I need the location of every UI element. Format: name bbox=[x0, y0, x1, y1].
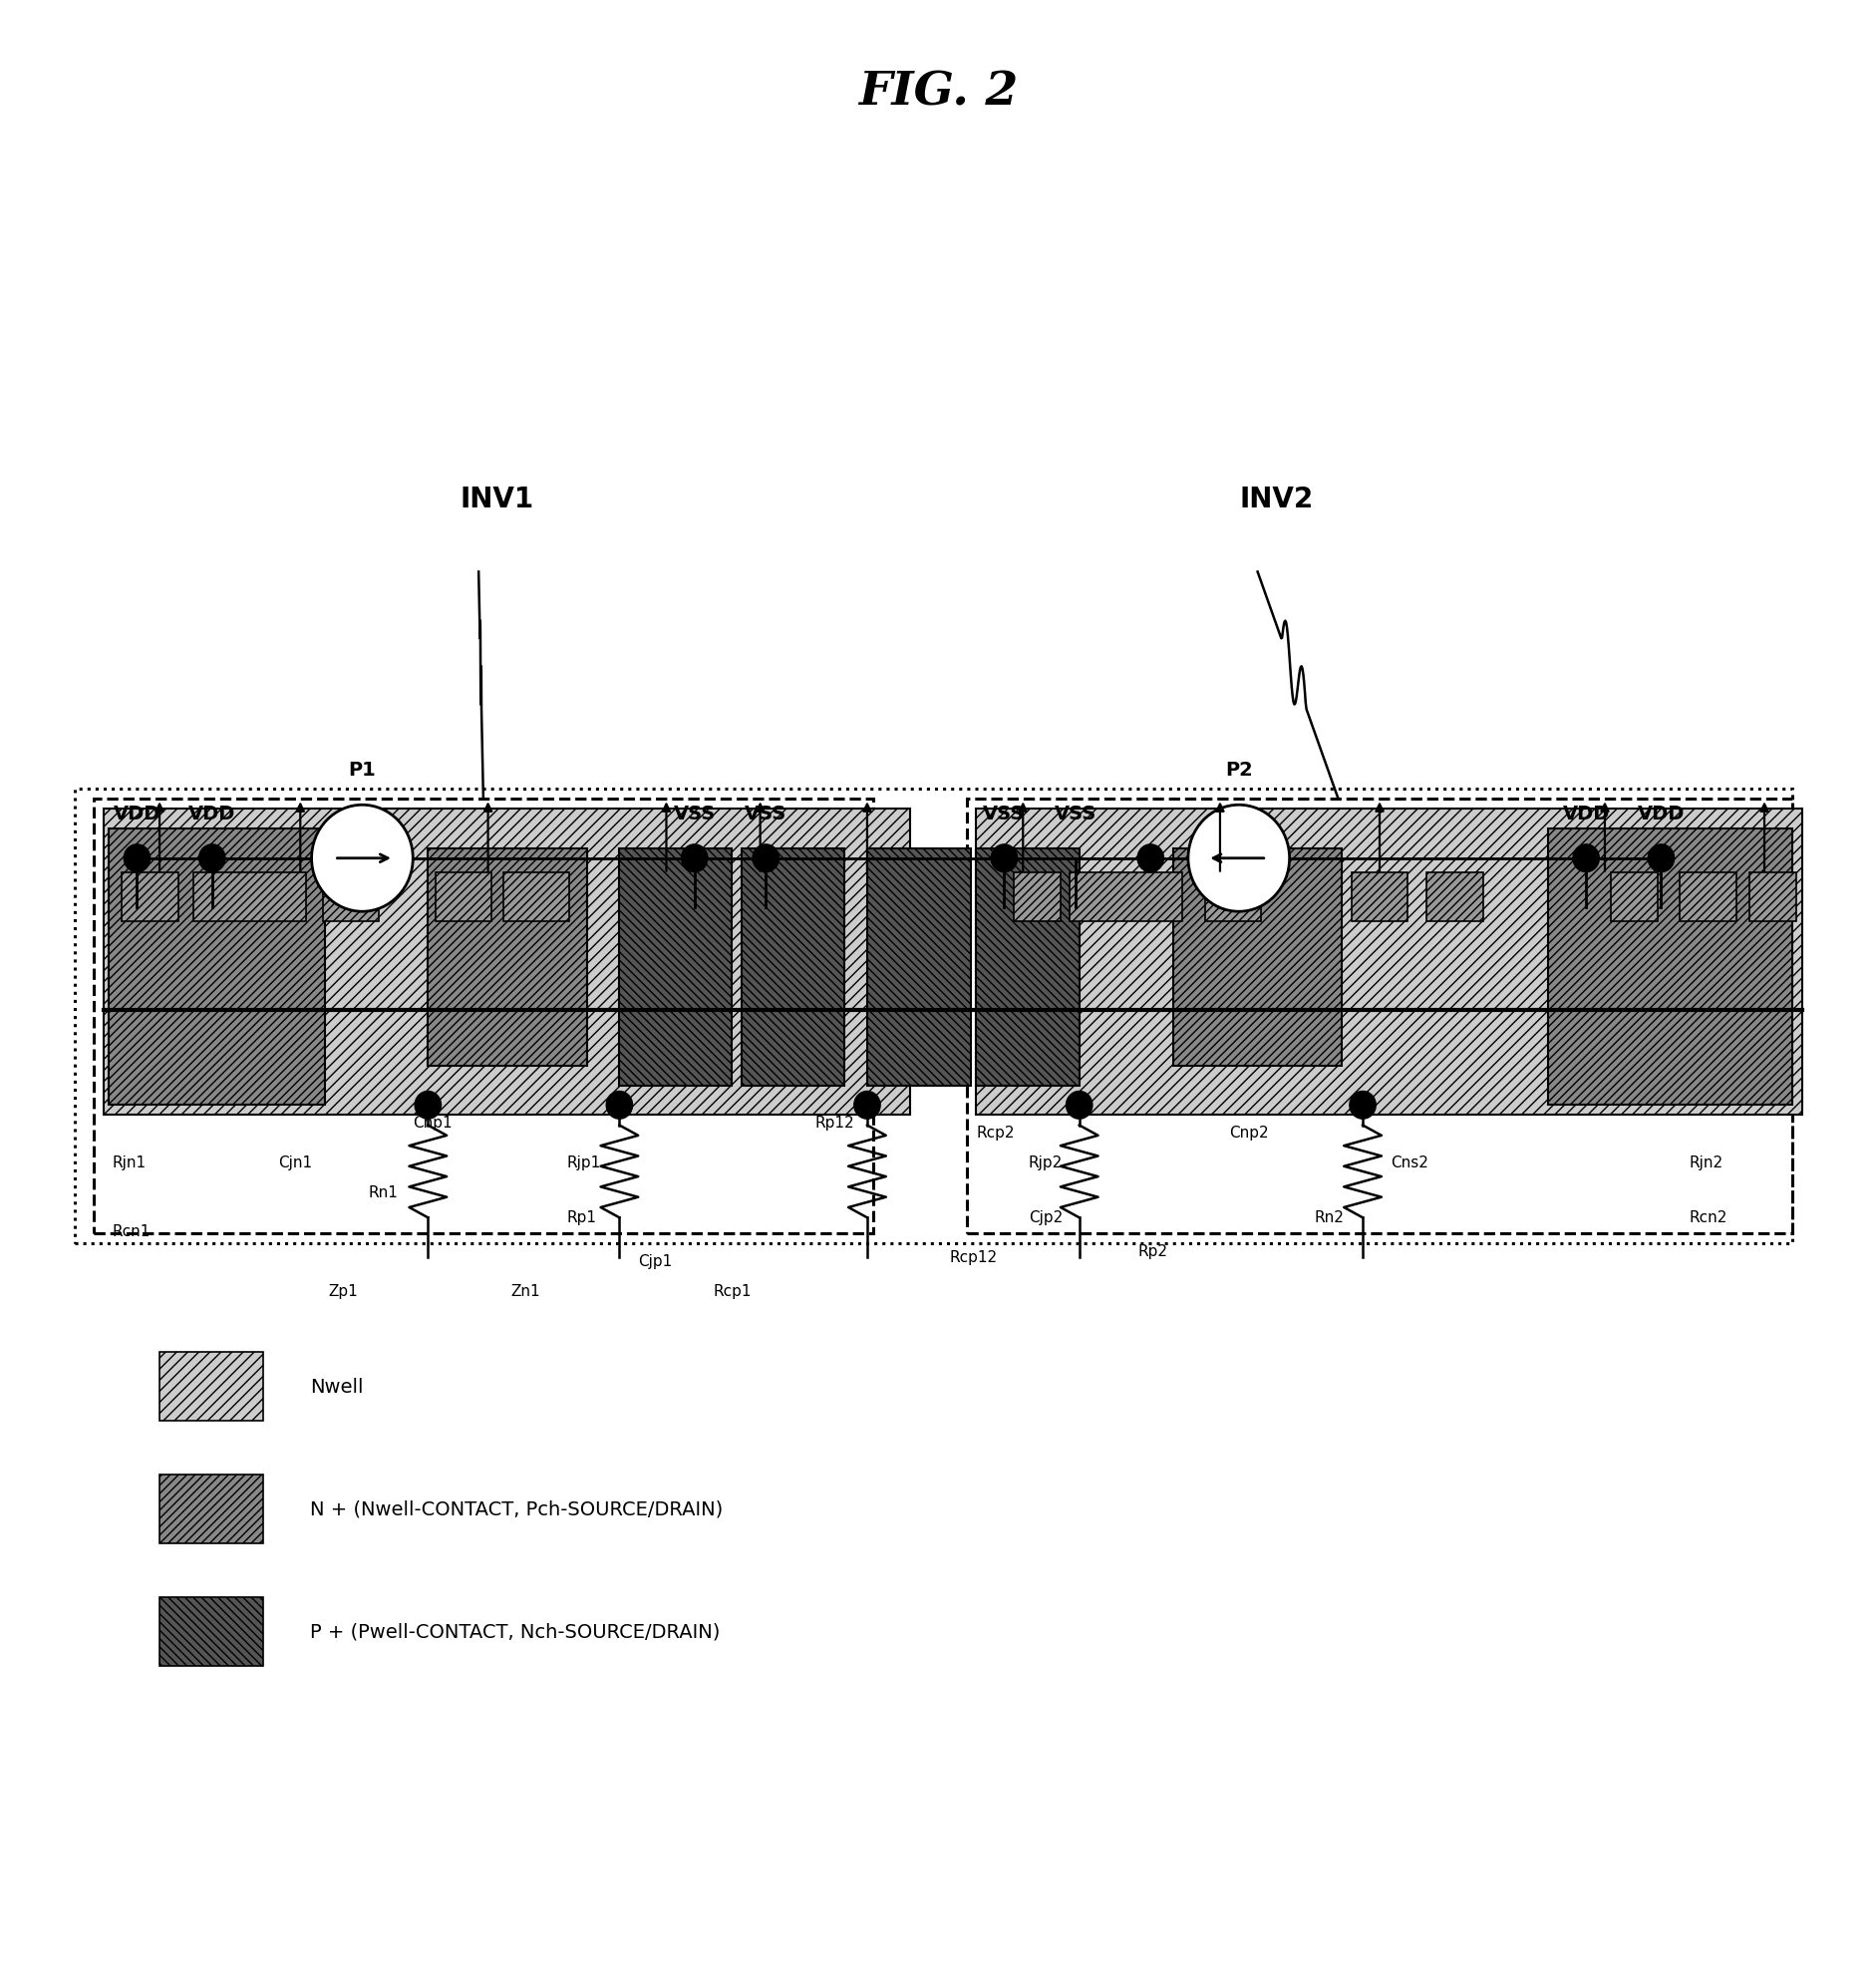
Circle shape bbox=[991, 845, 1017, 873]
Bar bbox=[109, 829, 325, 1105]
Bar bbox=[1172, 849, 1341, 1066]
Bar bbox=[976, 849, 1079, 1086]
Bar bbox=[867, 849, 970, 1086]
Text: P2: P2 bbox=[1225, 760, 1251, 780]
Text: P + (Pwell-CONTACT, Nch-SOURCE/DRAIN): P + (Pwell-CONTACT, Nch-SOURCE/DRAIN) bbox=[310, 1623, 719, 1640]
Text: VSS: VSS bbox=[673, 803, 715, 823]
Text: Cjn1: Cjn1 bbox=[278, 1155, 311, 1171]
Text: Cns2: Cns2 bbox=[1390, 1155, 1428, 1171]
Bar bbox=[159, 1475, 263, 1544]
Bar bbox=[1426, 873, 1482, 922]
Bar bbox=[159, 1352, 263, 1421]
Bar bbox=[619, 849, 732, 1086]
Text: Rjp1: Rjp1 bbox=[567, 1155, 600, 1171]
Bar bbox=[75, 790, 1792, 1244]
Circle shape bbox=[854, 1092, 880, 1119]
Text: N + (Nwell-CONTACT, Pch-SOURCE/DRAIN): N + (Nwell-CONTACT, Pch-SOURCE/DRAIN) bbox=[310, 1500, 722, 1518]
Text: Rcp2: Rcp2 bbox=[976, 1125, 1013, 1141]
Bar bbox=[1679, 873, 1735, 922]
Bar bbox=[1748, 873, 1795, 922]
Bar bbox=[1013, 873, 1060, 922]
Text: Rn2: Rn2 bbox=[1313, 1210, 1343, 1226]
Circle shape bbox=[752, 845, 779, 873]
Text: INV1: INV1 bbox=[460, 486, 535, 513]
Bar bbox=[1548, 829, 1792, 1105]
Text: Cnp2: Cnp2 bbox=[1229, 1125, 1268, 1141]
Circle shape bbox=[1647, 845, 1673, 873]
Text: Rcn1: Rcn1 bbox=[113, 1224, 150, 1240]
Bar bbox=[503, 873, 568, 922]
Circle shape bbox=[1188, 805, 1289, 912]
Bar bbox=[1069, 873, 1182, 922]
Bar bbox=[193, 873, 306, 922]
Text: VDD: VDD bbox=[1636, 803, 1685, 823]
Text: VSS: VSS bbox=[983, 803, 1024, 823]
Bar bbox=[1351, 873, 1407, 922]
Bar bbox=[323, 873, 379, 922]
Bar bbox=[966, 799, 1792, 1234]
Bar bbox=[122, 873, 178, 922]
Text: Rcn2: Rcn2 bbox=[1688, 1210, 1726, 1226]
Bar bbox=[1610, 873, 1657, 922]
Bar bbox=[976, 809, 1801, 1115]
Text: VSS: VSS bbox=[745, 803, 786, 823]
Text: Zp1: Zp1 bbox=[328, 1283, 358, 1299]
Text: VDD: VDD bbox=[188, 803, 236, 823]
Circle shape bbox=[1066, 1092, 1092, 1119]
Text: Rjn1: Rjn1 bbox=[113, 1155, 146, 1171]
Text: Rp2: Rp2 bbox=[1137, 1244, 1167, 1259]
Circle shape bbox=[1349, 1092, 1375, 1119]
Text: Nwell: Nwell bbox=[310, 1378, 362, 1396]
Circle shape bbox=[1137, 845, 1163, 873]
Text: Cjp1: Cjp1 bbox=[638, 1253, 672, 1269]
Circle shape bbox=[415, 1092, 441, 1119]
Bar bbox=[1204, 873, 1261, 922]
Circle shape bbox=[681, 845, 707, 873]
Text: Rjn2: Rjn2 bbox=[1688, 1155, 1722, 1171]
Text: Rcp1: Rcp1 bbox=[713, 1283, 750, 1299]
Bar bbox=[435, 873, 492, 922]
Bar bbox=[103, 809, 910, 1115]
Circle shape bbox=[199, 845, 225, 873]
Circle shape bbox=[311, 805, 413, 912]
Text: VSS: VSS bbox=[1054, 803, 1096, 823]
Text: Rn1: Rn1 bbox=[368, 1184, 398, 1200]
Text: Zn1: Zn1 bbox=[510, 1283, 540, 1299]
Text: VDD: VDD bbox=[113, 803, 161, 823]
Text: Rjp2: Rjp2 bbox=[1028, 1155, 1062, 1171]
Text: Rp12: Rp12 bbox=[814, 1115, 854, 1131]
Circle shape bbox=[124, 845, 150, 873]
Bar bbox=[741, 849, 844, 1086]
Text: FIG. 2: FIG. 2 bbox=[857, 69, 1019, 114]
Text: P1: P1 bbox=[349, 760, 375, 780]
Text: VDD: VDD bbox=[1561, 803, 1610, 823]
Text: Rcp12: Rcp12 bbox=[949, 1250, 998, 1265]
Text: Cnp1: Cnp1 bbox=[413, 1115, 452, 1131]
Text: INV2: INV2 bbox=[1238, 486, 1313, 513]
Circle shape bbox=[1572, 845, 1598, 873]
Bar bbox=[94, 799, 872, 1234]
Bar bbox=[428, 849, 587, 1066]
Circle shape bbox=[606, 1092, 632, 1119]
Text: Cjp2: Cjp2 bbox=[1028, 1210, 1062, 1226]
Text: Rp1: Rp1 bbox=[567, 1210, 597, 1226]
Bar bbox=[159, 1597, 263, 1666]
